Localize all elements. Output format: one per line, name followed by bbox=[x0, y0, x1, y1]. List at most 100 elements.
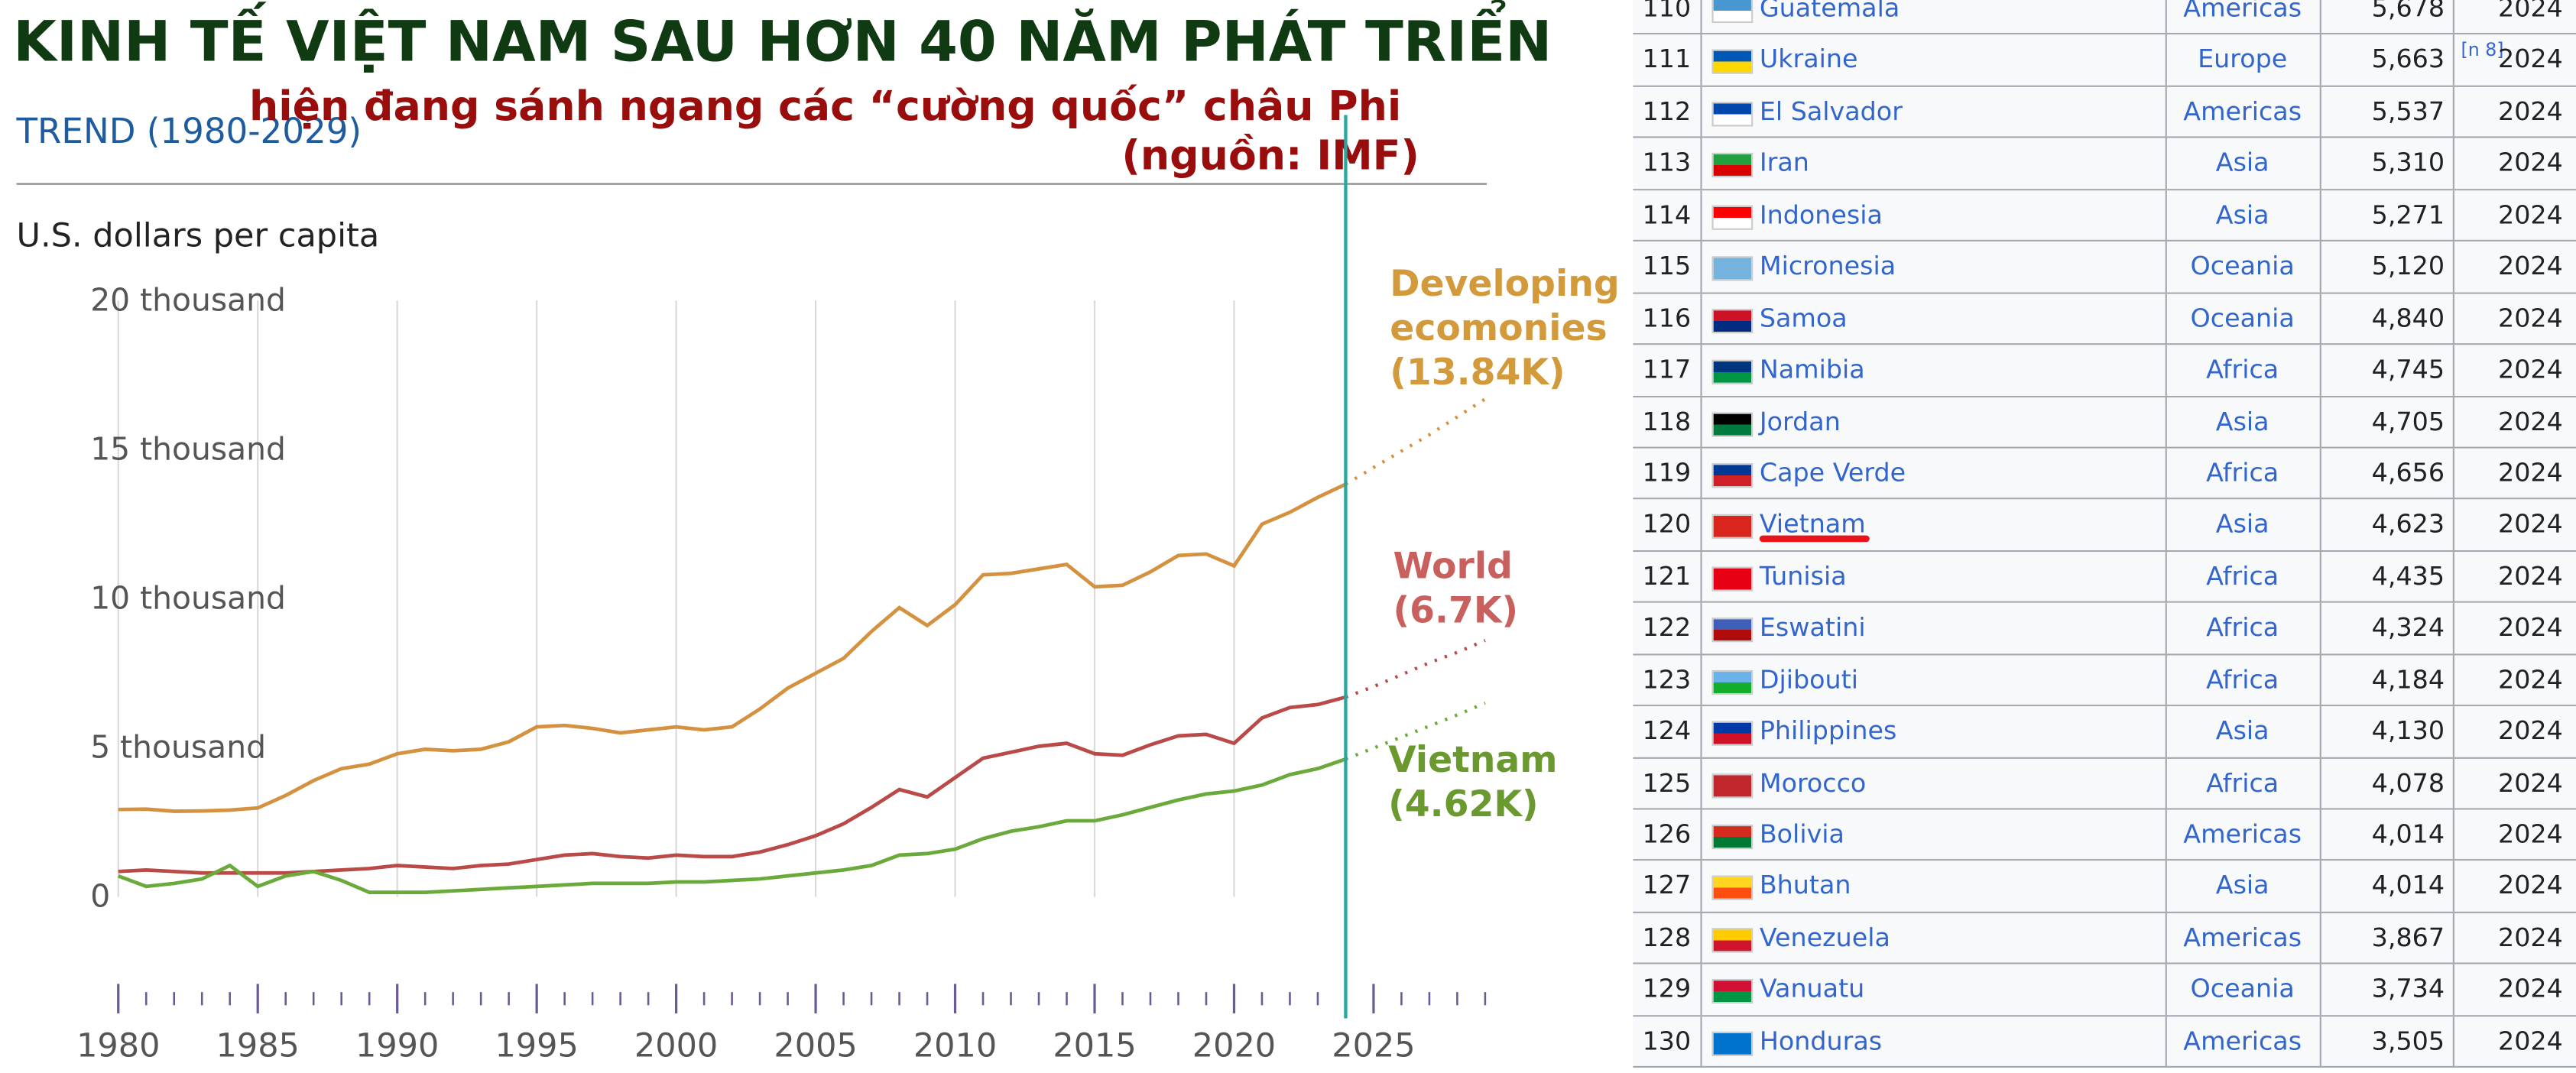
flag bbox=[1711, 824, 1754, 850]
cell-border bbox=[2319, 397, 2321, 448]
cell-border bbox=[2165, 500, 2167, 551]
region-link[interactable]: Asia bbox=[2215, 406, 2269, 436]
chart: 1980 1985 1990 1995 2000 2005 2010 2015 2020 2025… bbox=[16, 115, 1488, 1065]
value: 3,505 bbox=[2371, 1026, 2445, 1056]
region-link[interactable]: Africa bbox=[2206, 613, 2279, 643]
cell-border bbox=[2452, 603, 2454, 654]
country-link[interactable]: Namibia bbox=[1759, 355, 1865, 385]
country-link[interactable]: Micronesia bbox=[1759, 251, 1896, 281]
cell-border bbox=[2165, 35, 2167, 86]
region-link[interactable]: Europe bbox=[2198, 44, 2288, 75]
cell-border bbox=[2165, 861, 2167, 913]
flag bbox=[1711, 669, 1754, 695]
country-link[interactable]: Guatemala bbox=[1759, 0, 1900, 24]
region-link[interactable]: Africa bbox=[2206, 355, 2279, 385]
cell-border bbox=[1700, 138, 1702, 190]
rank: 111 bbox=[1642, 44, 1692, 75]
series-label: Developing ecomonies bbox=[1390, 264, 1620, 350]
country-link[interactable]: Eswatini bbox=[1759, 613, 1866, 643]
region-link[interactable]: Africa bbox=[2206, 561, 2279, 592]
country-link[interactable]: Iran bbox=[1759, 148, 1809, 178]
cell-border bbox=[1700, 861, 1702, 913]
flag bbox=[1711, 308, 1754, 333]
subtitle: hiện đang sánh ngang các “cường quốc” ch… bbox=[248, 82, 1402, 130]
flag bbox=[1711, 462, 1754, 488]
region-link[interactable]: Africa bbox=[2206, 767, 2279, 798]
cell-border bbox=[2165, 654, 2167, 706]
region-link[interactable]: Americas bbox=[2183, 0, 2302, 24]
cell-border bbox=[2165, 86, 2167, 138]
projection-line bbox=[1345, 639, 1486, 699]
country-link[interactable]: Morocco bbox=[1759, 767, 1867, 798]
value: 4,656 bbox=[2371, 458, 2445, 488]
x-tick-label: 1985 bbox=[216, 1027, 300, 1065]
table-row: 118 Jordan Asia 4,705 2024 bbox=[1633, 397, 2576, 449]
rank: 115 bbox=[1642, 251, 1692, 281]
cell-border bbox=[2319, 861, 2321, 913]
cell-border bbox=[2319, 86, 2321, 138]
table-row: 121 Tunisia Africa 4,435 2024 bbox=[1633, 551, 2576, 604]
region-link[interactable]: Americas bbox=[2183, 819, 2302, 850]
y-axis-label: U.S. dollars per capita bbox=[16, 215, 380, 255]
year: 2024 bbox=[2498, 251, 2563, 281]
region-link[interactable]: Africa bbox=[2206, 458, 2279, 488]
region-link[interactable]: Americas bbox=[2183, 1026, 2302, 1056]
region-link[interactable]: Asia bbox=[2215, 510, 2269, 540]
country-link[interactable]: Ukraine bbox=[1759, 44, 1858, 75]
series-value-label: (4.62K) bbox=[1388, 785, 1539, 827]
rank: 117 bbox=[1642, 355, 1692, 385]
cell-border bbox=[1700, 293, 1702, 345]
table-row: 126 Bolivia Americas 4,014 2024 bbox=[1633, 809, 2576, 862]
country-link[interactable]: El Salvador bbox=[1759, 96, 1903, 127]
cell-border bbox=[1700, 345, 1702, 397]
cell-border bbox=[2452, 397, 2454, 448]
cell-border bbox=[2452, 964, 2454, 1016]
x-tick-label: 2005 bbox=[774, 1027, 857, 1065]
rank: 122 bbox=[1642, 613, 1692, 643]
table-row: 123 Djibouti Africa 4,184 2024 bbox=[1633, 654, 2576, 707]
cell-border bbox=[1700, 86, 1702, 138]
rank: 127 bbox=[1642, 871, 1692, 901]
country-link[interactable]: Jordan bbox=[1759, 406, 1841, 436]
cell-border bbox=[2165, 397, 2167, 448]
year: 2024 bbox=[2498, 148, 2563, 178]
region-link[interactable]: Asia bbox=[2215, 199, 2269, 230]
country-link[interactable]: Bolivia bbox=[1759, 819, 1844, 850]
region-link[interactable]: Asia bbox=[2215, 716, 2269, 747]
country-link[interactable]: Djibouti bbox=[1759, 664, 1858, 695]
region-link[interactable]: Americas bbox=[2183, 96, 2302, 127]
series-line bbox=[117, 757, 1347, 894]
region-link[interactable]: Asia bbox=[2215, 871, 2269, 901]
region-link[interactable]: Africa bbox=[2206, 664, 2279, 695]
region-link[interactable]: Oceania bbox=[2190, 251, 2295, 281]
series-line bbox=[118, 695, 1347, 875]
region-link[interactable]: Oceania bbox=[2190, 303, 2295, 333]
projection-line bbox=[1345, 701, 1486, 761]
country-link[interactable]: Venezuela bbox=[1759, 922, 1890, 953]
region-link[interactable]: Asia bbox=[2215, 148, 2269, 178]
trend-label: TREND (1980-2029) bbox=[16, 112, 362, 151]
note-link[interactable]: [n 8] bbox=[2461, 40, 2504, 62]
country-link[interactable]: Vietnam bbox=[1759, 510, 1866, 540]
country-link[interactable]: Bhutan bbox=[1759, 871, 1851, 901]
table-row: 110 Guatemala Americas 5,678 2024 bbox=[1633, 0, 2576, 36]
country-link[interactable]: Tunisia bbox=[1759, 561, 1847, 592]
year: 2024 bbox=[2498, 871, 2563, 901]
country-link[interactable]: Indonesia bbox=[1759, 199, 1883, 230]
flag bbox=[1711, 256, 1754, 281]
x-tick-label: 1980 bbox=[76, 1027, 160, 1065]
region-link[interactable]: Americas bbox=[2183, 922, 2302, 953]
value: 4,840 bbox=[2371, 303, 2445, 333]
cell-border bbox=[1700, 654, 1702, 706]
x-tick-label: 2015 bbox=[1053, 1027, 1136, 1065]
year: 2024 bbox=[2498, 974, 2563, 1004]
country-link[interactable]: Philippines bbox=[1759, 716, 1897, 747]
table-row: 125 Morocco Africa 4,078 2024 bbox=[1633, 758, 2576, 810]
country-link[interactable]: Vanuatu bbox=[1759, 974, 1865, 1004]
cell-border bbox=[1700, 448, 1702, 500]
country-link[interactable]: Cape Verde bbox=[1759, 458, 1906, 488]
region-link[interactable]: Oceania bbox=[2190, 974, 2295, 1004]
country-link[interactable]: Honduras bbox=[1759, 1026, 1883, 1056]
country-link[interactable]: Samoa bbox=[1759, 303, 1848, 333]
